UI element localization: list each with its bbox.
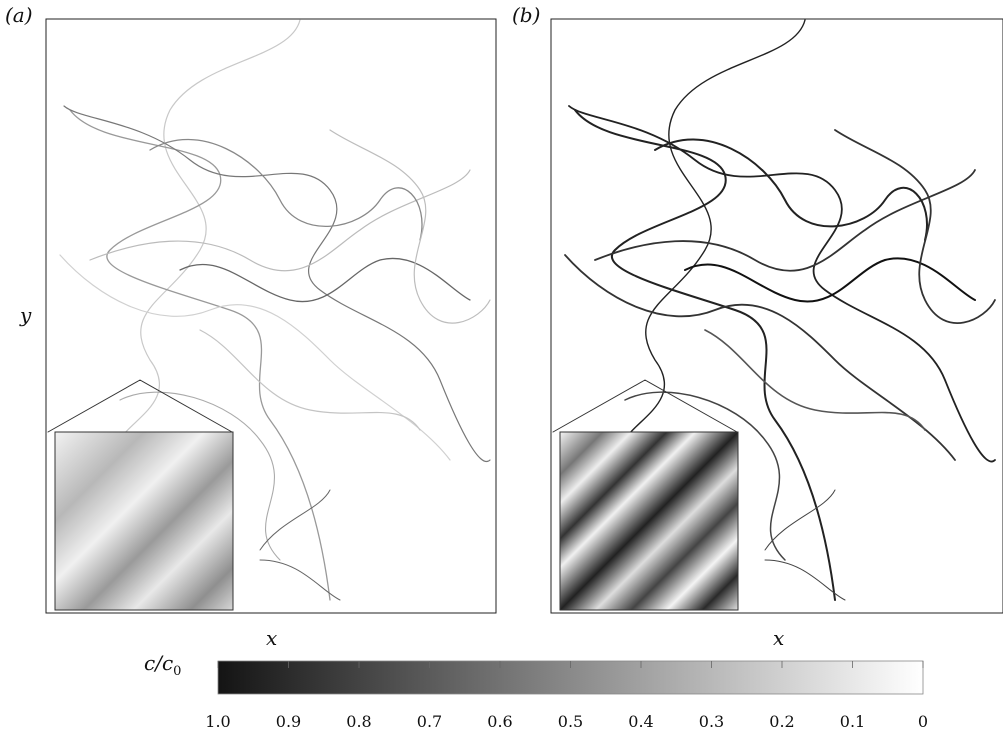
panel-b-inset bbox=[559, 431, 739, 611]
panel-a-filaments bbox=[47, 19, 491, 601]
colorbar-label: c/c0 bbox=[144, 651, 182, 679]
colorbar-label-subscript: 0 bbox=[173, 664, 182, 679]
y-axis-label: y bbox=[20, 303, 32, 327]
colorbar-tick-label: 0.6 bbox=[487, 712, 513, 731]
panel-a-inset bbox=[54, 431, 234, 611]
colorbar-tick-label: 0.5 bbox=[557, 712, 584, 731]
panel-a bbox=[45, 18, 497, 614]
colorbar-tick-label: 0.3 bbox=[698, 712, 725, 731]
colorbar bbox=[217, 660, 924, 695]
colorbar-tick-label: 0.8 bbox=[346, 712, 372, 731]
colorbar-tick-label: 0.9 bbox=[275, 712, 302, 731]
panel-a-x-axis-label: x bbox=[266, 626, 278, 650]
panel-b-label: (b) bbox=[512, 3, 541, 27]
colorbar-tick-label: 0 bbox=[917, 712, 929, 731]
colorbar-tick-label: 0.4 bbox=[628, 712, 654, 731]
colorbar-tick-marks bbox=[217, 661, 924, 668]
panel-b-filaments bbox=[552, 19, 996, 601]
colorbar-tick-label: 0.1 bbox=[839, 712, 866, 731]
colorbar-tick-label: 0.2 bbox=[769, 712, 795, 731]
panel-b-x-axis-label: x bbox=[773, 626, 785, 650]
panel-a-label: (a) bbox=[5, 3, 33, 27]
colorbar-tick-label: 1.0 bbox=[205, 712, 231, 731]
colorbar-tick-label: 0.7 bbox=[416, 712, 443, 731]
panel-b bbox=[550, 18, 1003, 614]
colorbar-label-main: c/c bbox=[144, 651, 174, 675]
